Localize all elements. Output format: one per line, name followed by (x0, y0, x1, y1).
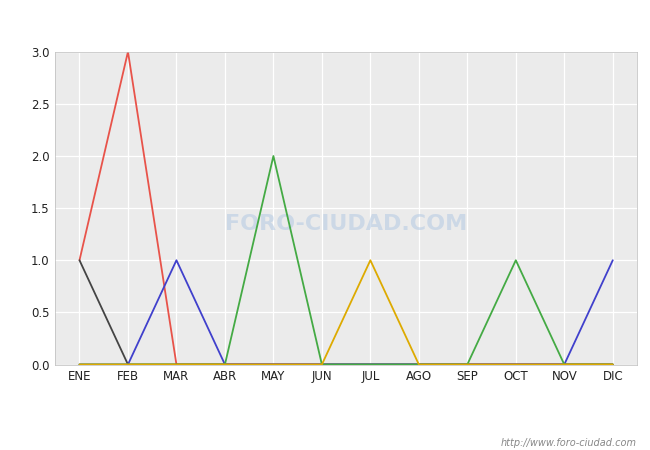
Text: FORO-CIUDAD.COM: FORO-CIUDAD.COM (225, 214, 467, 234)
Text: Matriculaciones de Vehiculos en Quintanapalla: Matriculaciones de Vehiculos en Quintana… (131, 14, 519, 32)
Text: http://www.foro-ciudad.com: http://www.foro-ciudad.com (501, 438, 637, 448)
